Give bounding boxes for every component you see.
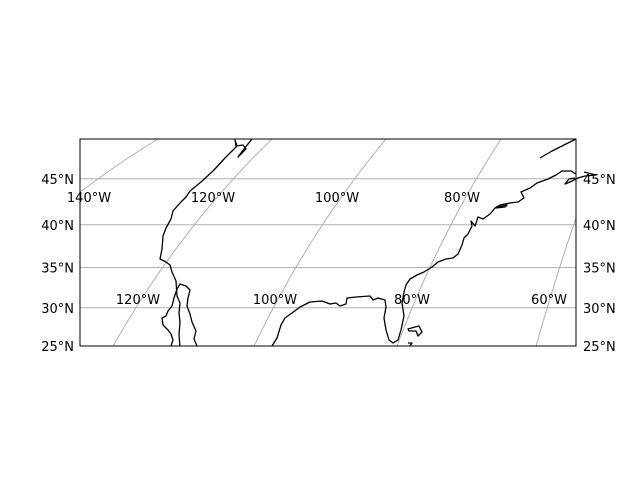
lon-label-100w-lower: 100°W xyxy=(253,293,297,308)
meridian-140w xyxy=(79,138,159,193)
lat-label-right-lat-35n: 35°N xyxy=(583,262,616,277)
lat-labels-right: 45°N 40°N 35°N 30°N 25°N xyxy=(583,173,616,355)
lon-label-80w-lower: 80°W xyxy=(394,293,430,308)
lon-label-120w-lower: 120°W xyxy=(116,293,160,308)
cuba-coastline xyxy=(407,325,423,337)
baja-coastline xyxy=(161,283,198,347)
meridian-120w xyxy=(112,138,273,347)
lat-label-left-lat-45n: 45°N xyxy=(41,173,74,188)
map-frame xyxy=(79,138,577,347)
lat-label-right-lat-40n: 40°N xyxy=(583,219,616,234)
lon-label-80w-upper: 80°W xyxy=(444,191,480,206)
lat-labels-left: 45°N 40°N 35°N 30°N 25°N xyxy=(41,173,74,355)
lat-label-right-lat-45n: 45°N xyxy=(583,173,616,188)
nova-scotia-coastline xyxy=(564,171,597,185)
lon-label-100w-upper: 100°W xyxy=(315,191,359,206)
meridian-gridlines xyxy=(79,138,577,347)
coastlines xyxy=(159,138,597,347)
long-island-coastline xyxy=(495,204,508,209)
lat-label-left-lat-35n: 35°N xyxy=(41,262,74,277)
lon-labels: 140°W 120°W 100°W 80°W 120°W 100°W 80°W … xyxy=(67,191,567,308)
lon-label-140w: 140°W xyxy=(67,191,111,206)
meridian-100w xyxy=(253,138,387,347)
lat-label-right-lat-30n: 30°N xyxy=(583,302,616,317)
west-coast-coastline xyxy=(159,138,253,347)
meridian-60w xyxy=(535,217,577,347)
meridian-80w xyxy=(396,138,502,347)
lat-label-left-lat-30n: 30°N xyxy=(41,302,74,317)
lat-label-right-lat-25n: 25°N xyxy=(583,340,616,355)
lon-label-60w: 60°W xyxy=(531,293,567,308)
canada-maritime-coastline xyxy=(539,138,577,159)
lon-label-120w-upper: 120°W xyxy=(191,191,235,206)
gulf-coastline xyxy=(271,170,577,347)
bahamas-coastline xyxy=(408,342,413,347)
lat-label-left-lat-40n: 40°N xyxy=(41,219,74,234)
lat-label-left-lat-25n: 25°N xyxy=(41,340,74,355)
